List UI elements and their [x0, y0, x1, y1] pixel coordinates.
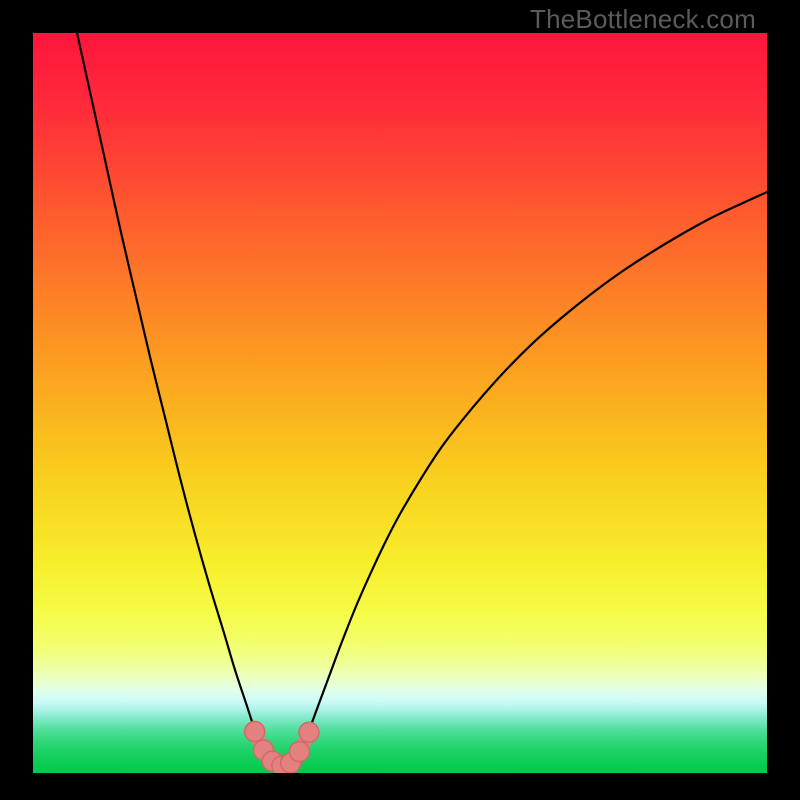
watermark-text: TheBottleneck.com [530, 4, 756, 35]
chart-background [33, 33, 767, 773]
chart-frame [33, 33, 767, 773]
optimal-marker [299, 722, 319, 742]
bottleneck-curve-chart [33, 33, 767, 773]
optimal-marker [289, 742, 309, 762]
optimal-marker [245, 722, 265, 742]
